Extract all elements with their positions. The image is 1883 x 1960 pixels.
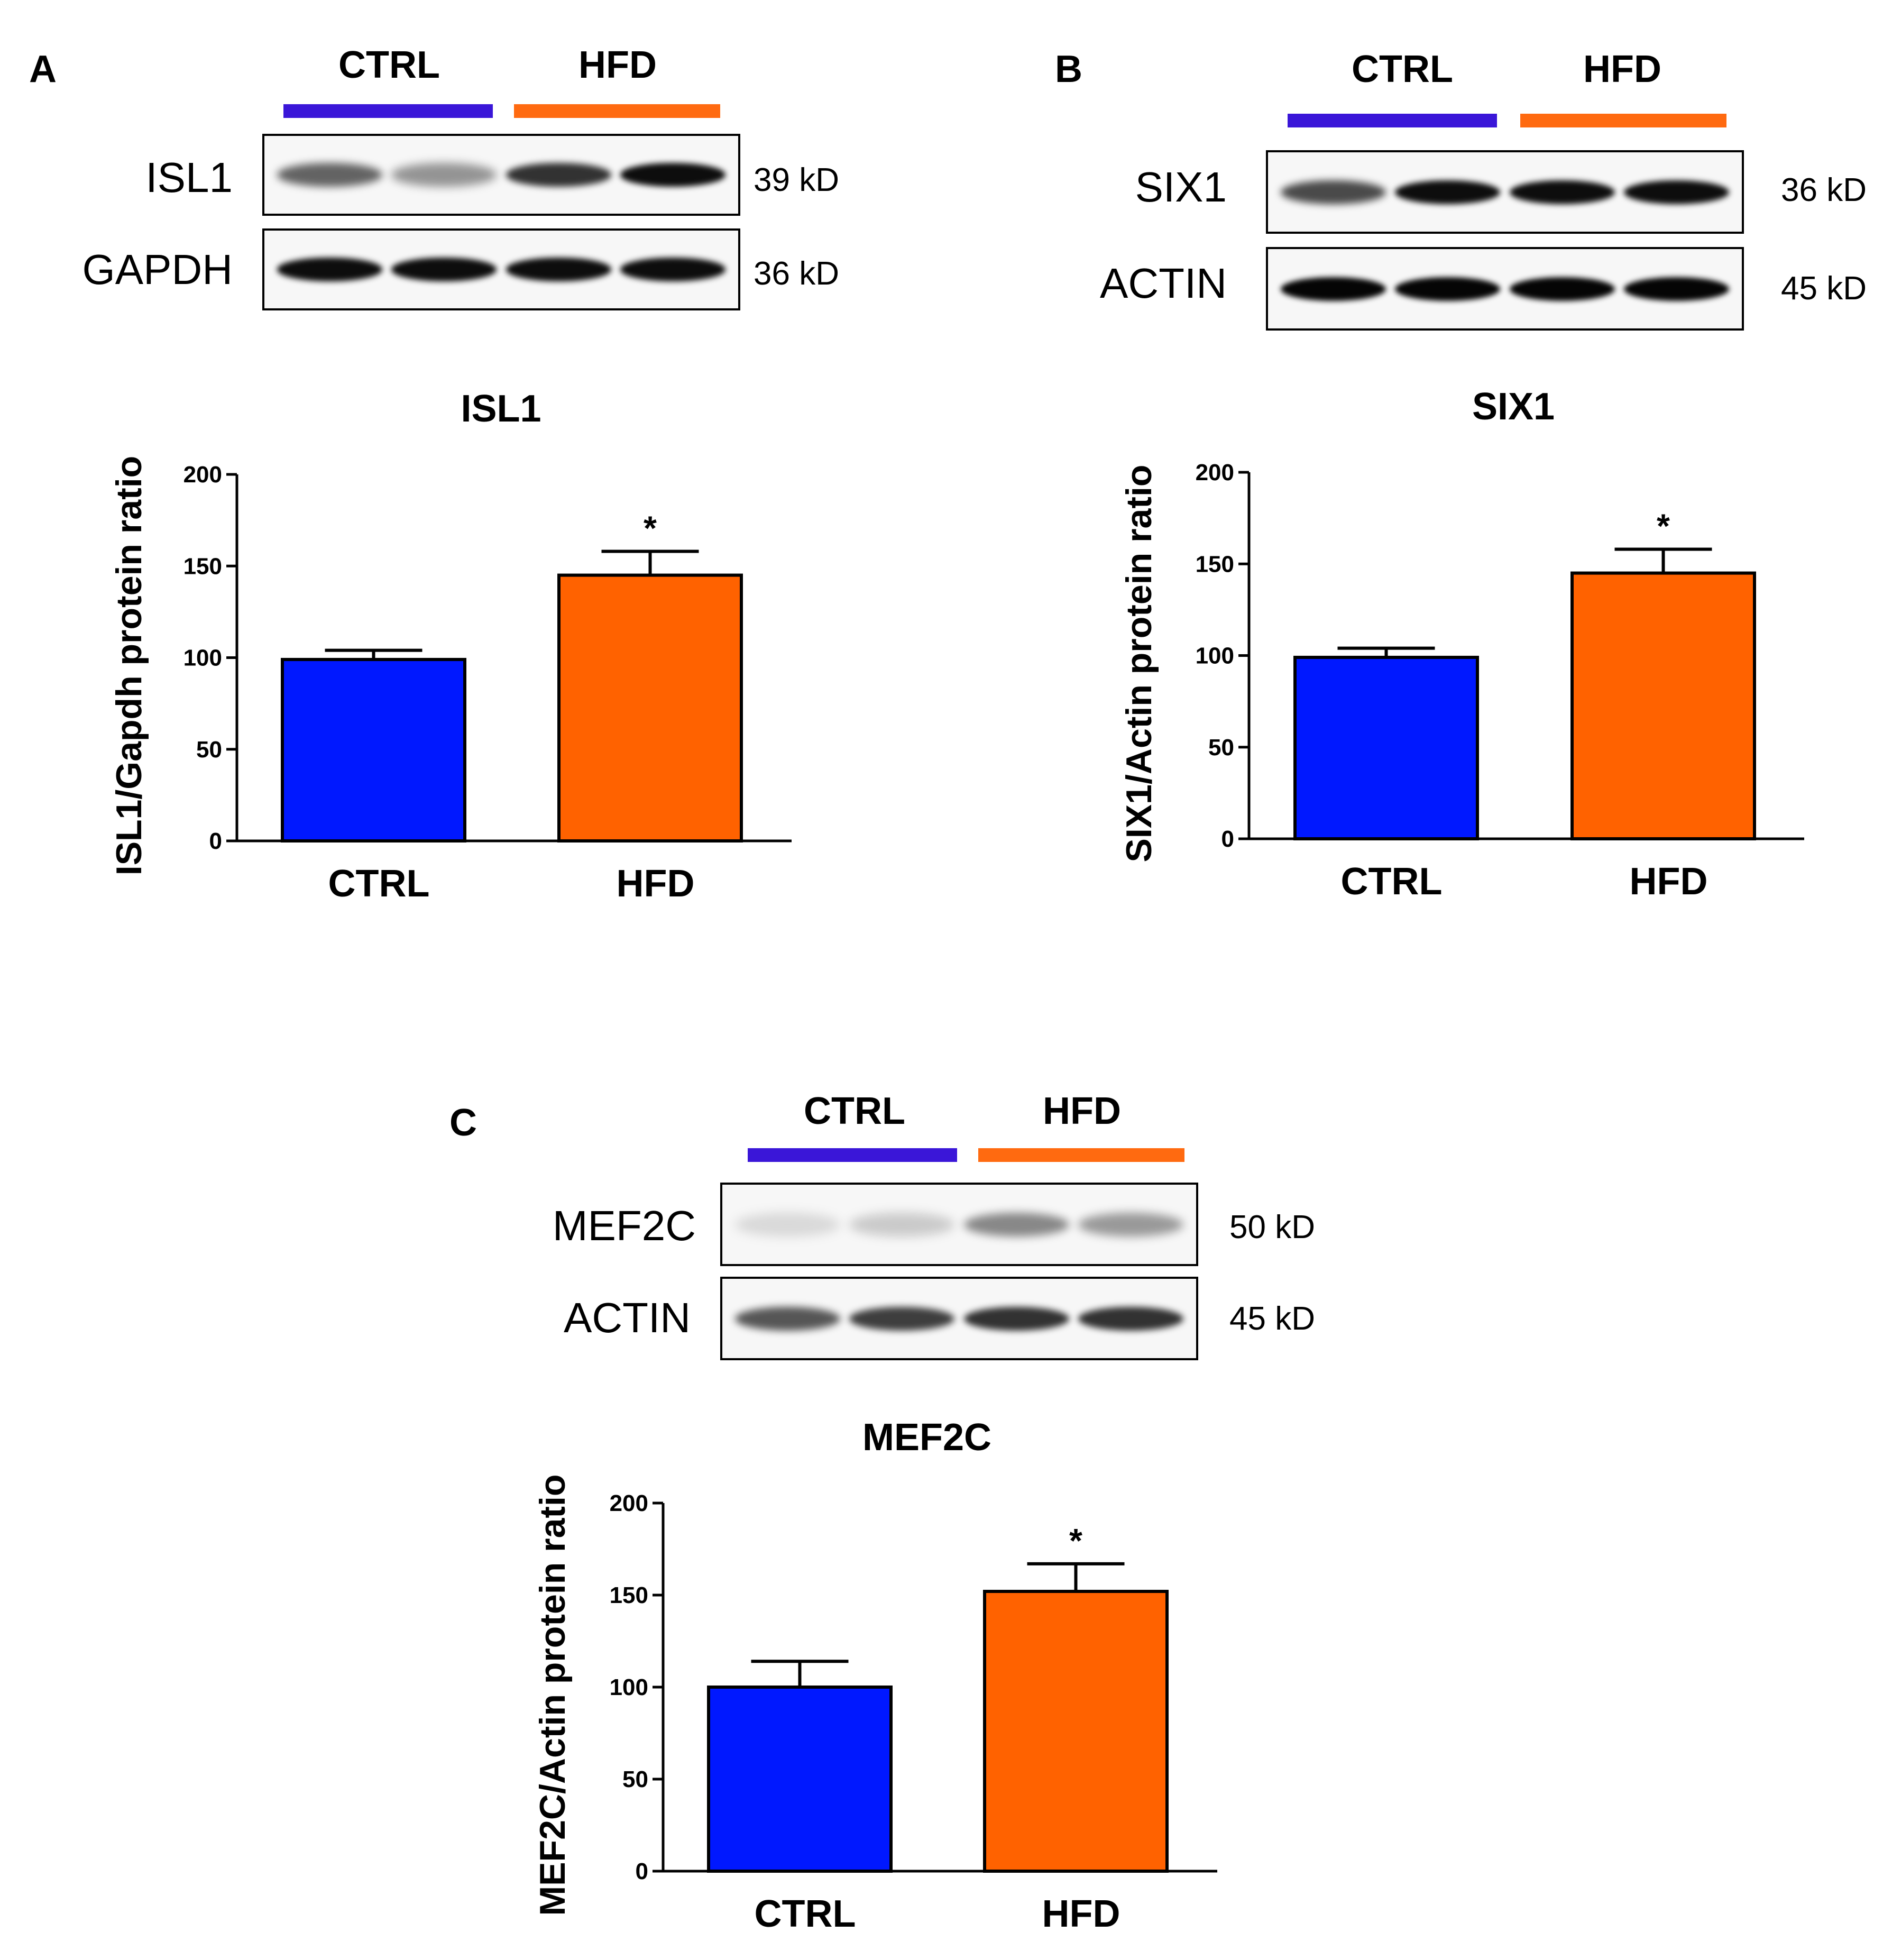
panel-letter: C (449, 1102, 477, 1144)
y-tick-label: 50 (196, 737, 222, 763)
bar-ctrl (1293, 655, 1479, 840)
bar-hfd (1570, 571, 1756, 840)
x-category-label: HFD (617, 863, 695, 905)
molecular-weight: 45 kD (1781, 270, 1867, 307)
y-axis-label: SIX1/Actin protein ratio (1119, 465, 1159, 863)
blot-band (1624, 180, 1730, 204)
group-label-ctrl: CTRL (1352, 48, 1453, 90)
y-tick-label: 150 (610, 1582, 648, 1608)
blot-band (1395, 180, 1501, 204)
western-blot (720, 1183, 1198, 1266)
y-axis-label: MEF2C/Actin protein ratio (532, 1474, 573, 1916)
protein-label: ACTIN (564, 1294, 691, 1341)
bar-hfd (557, 573, 743, 842)
blot-band (1280, 180, 1386, 204)
group-label-hfd: HFD (578, 44, 657, 86)
group-line-hfd (514, 104, 720, 118)
blot-band (391, 258, 497, 281)
group-label-hfd: HFD (1583, 48, 1661, 90)
bar-hfd (983, 1590, 1169, 1873)
western-blot (262, 228, 740, 310)
y-tick-label: 0 (636, 1858, 648, 1884)
blot-band (734, 1212, 840, 1237)
blot-band (620, 163, 726, 187)
blot-band (1280, 277, 1386, 301)
y-tick-label: 0 (1221, 826, 1234, 852)
blot-band (1509, 277, 1615, 301)
protein-label: ACTIN (1100, 260, 1227, 307)
x-category-label: CTRL (328, 863, 430, 905)
panel-letter: A (29, 48, 57, 90)
y-tick-label: 150 (183, 553, 222, 579)
panel-letter: B (1055, 48, 1082, 90)
blot-band (963, 1306, 1069, 1331)
western-blot (1266, 247, 1744, 331)
blot-band (1078, 1306, 1184, 1331)
western-blot (1266, 150, 1744, 234)
y-tick-label: 200 (183, 462, 222, 488)
molecular-weight: 36 kD (1781, 172, 1867, 208)
y-tick-label: 100 (610, 1674, 648, 1700)
molecular-weight: 36 kD (754, 255, 839, 292)
x-category-label: CTRL (1341, 860, 1443, 903)
group-label-ctrl: CTRL (804, 1090, 905, 1132)
y-tick-label: 0 (209, 828, 222, 854)
y-tick-label: 100 (183, 645, 222, 671)
y-tick-label: 200 (610, 1490, 648, 1516)
protein-label: ISL1 (145, 154, 233, 201)
blot-band (506, 163, 611, 187)
protein-label: MEF2C (552, 1202, 696, 1249)
blot-band (506, 258, 611, 281)
group-label-hfd: HFD (1043, 1090, 1121, 1132)
blot-band (734, 1306, 840, 1331)
bar-ctrl (707, 1686, 893, 1873)
protein-label: GAPDH (82, 246, 233, 293)
group-line-ctrl (748, 1148, 957, 1162)
group-line-ctrl (1288, 114, 1497, 127)
blot-band (849, 1212, 955, 1237)
molecular-weight: 45 kD (1229, 1300, 1315, 1337)
blot-band (849, 1306, 955, 1331)
chart-title: ISL1 (461, 388, 541, 430)
blot-band (1624, 277, 1730, 301)
molecular-weight: 50 kD (1229, 1209, 1315, 1245)
group-label-ctrl: CTRL (338, 44, 440, 86)
y-tick-label: 150 (1196, 551, 1234, 577)
blot-band (277, 258, 382, 281)
blot-band (391, 163, 497, 187)
group-line-hfd (1520, 114, 1726, 127)
blot-band (1078, 1212, 1184, 1237)
significance-marker: * (1069, 1522, 1082, 1560)
protein-label: SIX1 (1135, 163, 1227, 210)
y-tick-label: 200 (1196, 460, 1234, 486)
western-blot (262, 134, 740, 216)
blot-band (277, 163, 382, 187)
blot-band (963, 1212, 1069, 1237)
x-category-label: HFD (1042, 1893, 1120, 1935)
bar-ctrl (281, 657, 466, 842)
y-tick-label: 50 (1208, 735, 1234, 761)
y-tick-label: 50 (622, 1766, 648, 1792)
chart-title: SIX1 (1472, 386, 1555, 428)
group-line-ctrl (283, 104, 493, 118)
x-category-label: HFD (1630, 860, 1708, 903)
blot-band (1395, 277, 1501, 301)
blot-band (620, 258, 726, 281)
significance-marker: * (644, 509, 657, 547)
chart-title: MEF2C (862, 1416, 991, 1459)
y-tick-label: 100 (1196, 643, 1234, 669)
western-blot (720, 1277, 1198, 1360)
x-category-label: CTRL (755, 1893, 856, 1935)
group-line-hfd (978, 1148, 1184, 1162)
y-axis-label: ISL1/Gapdh protein ratio (109, 456, 149, 875)
significance-marker: * (1657, 507, 1670, 545)
molecular-weight: 39 kD (754, 162, 839, 198)
blot-band (1509, 180, 1615, 204)
